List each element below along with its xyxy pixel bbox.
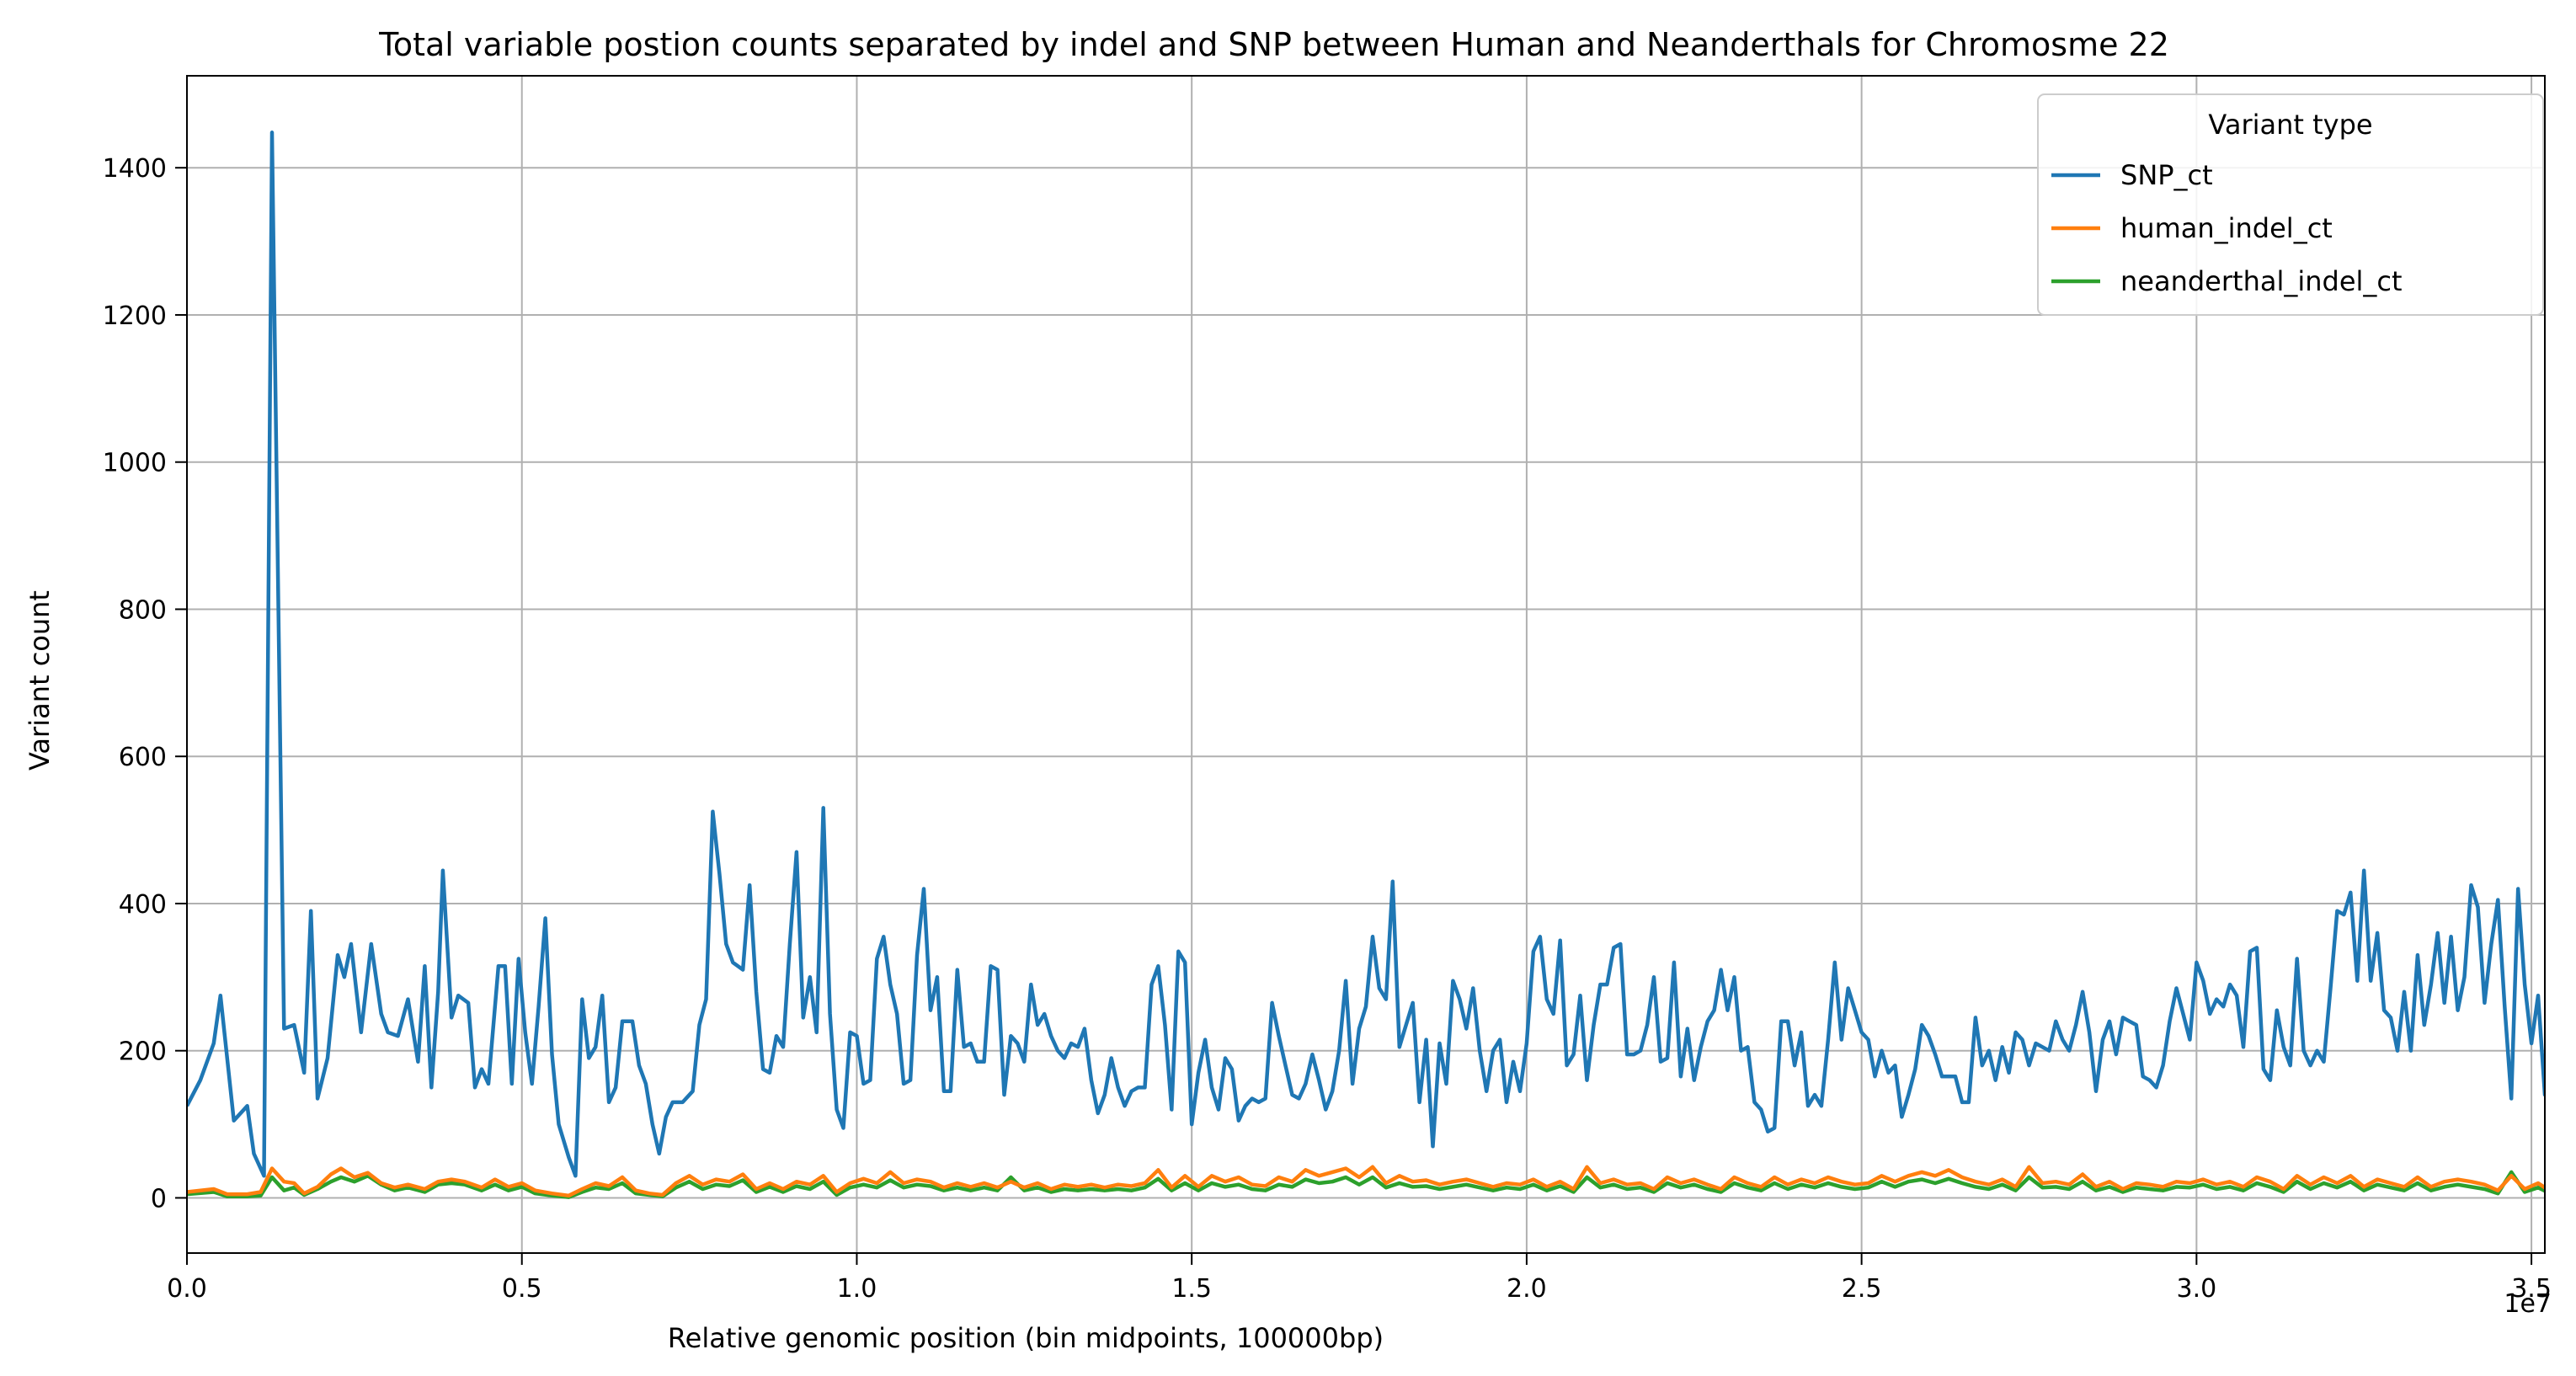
x-tick-label: 1.0 <box>837 1274 877 1304</box>
x-tick-label: 3.5 <box>2511 1274 2552 1304</box>
x-tick-label: 3.0 <box>2177 1274 2217 1304</box>
y-tick-label: 200 <box>119 1037 167 1067</box>
series-line-neanderthal-indel-ct <box>187 1170 2545 1199</box>
x-tick-label: 0.5 <box>502 1274 542 1304</box>
y-tick-label: 1000 <box>103 449 167 478</box>
legend-entry-label: human_indel_ct <box>2120 212 2333 244</box>
x-axis-label: Relative genomic position (bin midpoints… <box>668 1322 1384 1354</box>
y-tick-label: 1200 <box>103 301 167 331</box>
x-tick-label: 2.5 <box>1842 1274 1882 1304</box>
x-axis-offset-label: 1e7 <box>2504 1289 2552 1319</box>
series-layer <box>187 131 2545 1199</box>
x-tick-label: 2.0 <box>1507 1274 1547 1304</box>
y-tick-label: 1400 <box>103 154 167 184</box>
series-line-human-indel-ct <box>187 1165 2545 1198</box>
series-line-SNP-ct <box>187 131 2545 1178</box>
y-tick-label: 400 <box>119 890 167 920</box>
chart-title: Total variable postion counts separated … <box>378 26 2169 63</box>
y-tick-label: 600 <box>119 743 167 772</box>
legend-entries: SNP_ct human_indel_ct neanderthal_indel_ct <box>2051 159 2403 297</box>
legend-box <box>2037 93 2544 316</box>
x-tick-label: 0.0 <box>167 1274 207 1304</box>
x-axis-ticks: 0.0 0.5 1.0 1.5 2.0 2.5 3.0 3.5 <box>167 1253 2552 1304</box>
y-axis-label: Variant count <box>24 590 56 771</box>
y-axis-ticks: 0 200 400 600 800 1000 1200 1400 <box>103 154 187 1213</box>
y-tick-label: 0 <box>151 1184 167 1213</box>
y-tick-label: 800 <box>119 595 167 625</box>
legend-entry-label: SNP_ct <box>2120 159 2213 191</box>
x-tick-label: 1.5 <box>1171 1274 1212 1304</box>
legend-title: Variant type <box>2208 109 2372 141</box>
legend: Variant type SNP_ct human_indel_ctneander… <box>2037 93 2544 316</box>
legend-entry-label: neanderthal_indel_ct <box>2120 265 2403 297</box>
plot-frame <box>186 75 2546 1254</box>
